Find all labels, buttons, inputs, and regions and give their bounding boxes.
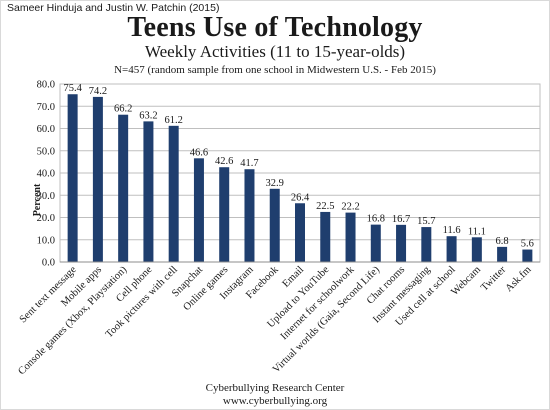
data-label: 16.8	[367, 214, 385, 225]
data-label: 5.6	[521, 239, 534, 250]
data-label: 22.5	[316, 201, 334, 212]
bar	[295, 203, 305, 262]
data-label: 32.9	[266, 178, 284, 189]
bar	[143, 121, 154, 262]
footer-website: www.cyberbullying.org	[222, 395, 328, 407]
data-label: 11.1	[468, 226, 486, 237]
y-tick-label: 0.0	[42, 258, 55, 269]
data-label: 15.7	[417, 216, 435, 227]
bar	[370, 224, 381, 262]
data-label: 11.6	[443, 225, 461, 236]
x-tick-label: Console games (Xbox, Playstation)	[16, 264, 129, 377]
bar	[219, 167, 230, 262]
bar	[446, 236, 457, 262]
bar	[269, 188, 280, 262]
bar	[345, 212, 356, 262]
data-label: 6.8	[496, 236, 509, 247]
data-label: 63.2	[139, 110, 157, 121]
data-label: 74.2	[89, 86, 107, 97]
data-label: 75.4	[63, 83, 82, 94]
bar	[118, 114, 129, 262]
bar	[244, 169, 255, 262]
bar	[421, 227, 432, 262]
bar	[320, 211, 331, 262]
y-tick-label: 20.0	[37, 213, 55, 224]
y-tick-label: 50.0	[37, 146, 55, 157]
sample-note: N=457 (random sample from one school in …	[114, 64, 436, 76]
author-credit: Sameer Hinduja and Justin W. Patchin (20…	[7, 2, 220, 14]
chart-subtitle: Weekly Activities (11 to 15-year-olds)	[144, 42, 406, 61]
bar	[396, 224, 407, 262]
bar	[497, 246, 508, 262]
bar	[168, 125, 179, 262]
data-label: 61.2	[164, 115, 182, 126]
data-label: 26.4	[291, 192, 310, 203]
data-label: 22.2	[341, 202, 359, 213]
y-tick-label: 80.0	[37, 80, 55, 91]
bar	[193, 158, 204, 262]
bar	[67, 94, 78, 262]
bar	[92, 96, 103, 262]
y-tick-label: 60.0	[37, 124, 55, 135]
data-label: 46.6	[190, 147, 208, 158]
data-label: 41.7	[240, 158, 258, 169]
x-tick-label: Ask.fm	[504, 264, 534, 294]
y-tick-label: 40.0	[37, 169, 55, 180]
data-label: 16.7	[392, 214, 410, 225]
data-label: 42.6	[215, 156, 233, 167]
y-tick-label: 70.0	[37, 102, 55, 113]
y-tick-label: 10.0	[37, 235, 55, 246]
data-label: 66.2	[114, 104, 132, 115]
y-tick-label: 30.0	[37, 191, 55, 202]
x-tick-label: Twitter	[479, 264, 508, 293]
footer-organization: Cyberbullying Research Center	[205, 382, 345, 394]
chart-title: Teens Use of Technology	[127, 12, 423, 43]
bar	[522, 249, 533, 262]
bar	[471, 237, 482, 262]
